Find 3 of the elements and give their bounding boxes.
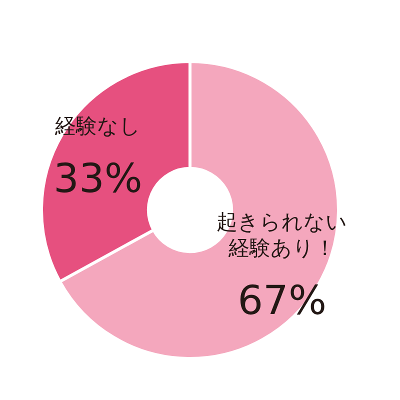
data-label: 33% bbox=[54, 156, 142, 202]
data-label: 67% bbox=[238, 278, 326, 324]
slice-label: 起きられない経験あり！ bbox=[216, 210, 348, 260]
